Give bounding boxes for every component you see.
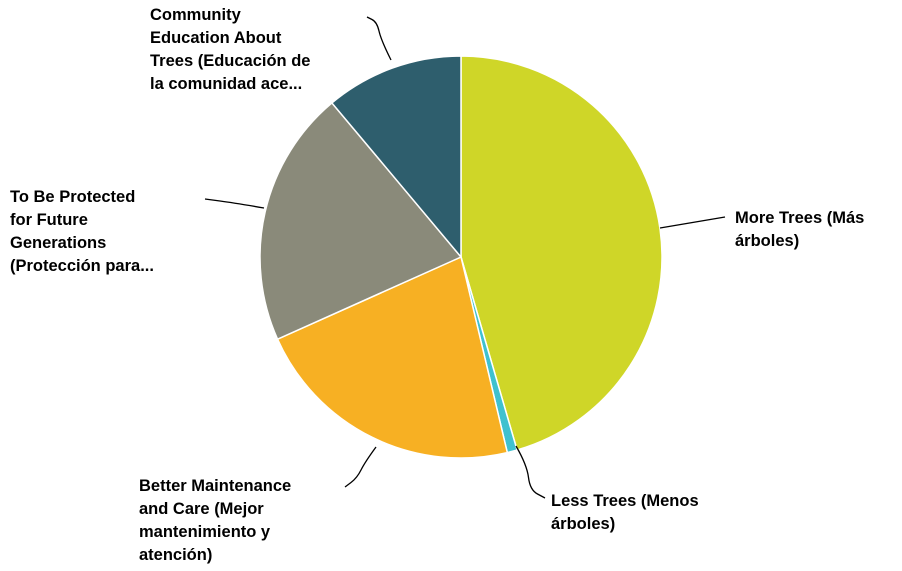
pie-slice-0 (460, 55, 663, 451)
slice-label-line: and Care (Mejor (139, 500, 264, 518)
slice-label-2: Better Maintenance and Care (Mejor manteni… (139, 477, 291, 564)
pie-slice-2 (276, 255, 509, 459)
slice-label-line: la comunidad ace... (150, 75, 302, 93)
slice-label-line: árboles) (735, 232, 799, 250)
slice-label-line: Less Trees (Menos (551, 492, 699, 510)
slice-labels: More Trees (Más árboles)Less Trees (Menos… (10, 6, 864, 564)
leader-line-1 (515, 445, 546, 499)
pie-slices (259, 55, 663, 459)
slice-label-line: mantenimiento y (139, 523, 271, 541)
slice-label-line: atención) (139, 546, 212, 564)
slice-label-line: for Future (10, 211, 88, 229)
slice-label-line: (Protección para... (10, 257, 154, 275)
pie-slice-4 (330, 55, 462, 260)
slice-label-line: Trees (Educación de (150, 52, 310, 70)
slice-label-line: Generations (10, 234, 106, 252)
leader-line-4 (366, 16, 392, 61)
leader-line-2 (344, 446, 377, 488)
slice-label-3: To Be Protected for Future Generations (Pro… (10, 188, 154, 275)
slice-label-line: Education About (150, 29, 282, 47)
slice-label-line: árboles) (551, 515, 615, 533)
leader-line-0 (659, 216, 726, 229)
pie-slice-3 (259, 101, 463, 341)
leader-lines (204, 16, 726, 499)
slice-label-4: Community Education About Trees (Educación… (150, 6, 310, 93)
slice-label-0: More Trees (Más árboles) (735, 209, 864, 250)
leader-line-3 (204, 198, 265, 209)
slice-label-line: More Trees (Más (735, 209, 864, 227)
slice-label-line: To Be Protected (10, 188, 135, 206)
slice-label-line: Community (150, 6, 242, 24)
slice-label-1: Less Trees (Menos árboles) (551, 492, 699, 533)
slice-label-line: Better Maintenance (139, 477, 291, 495)
